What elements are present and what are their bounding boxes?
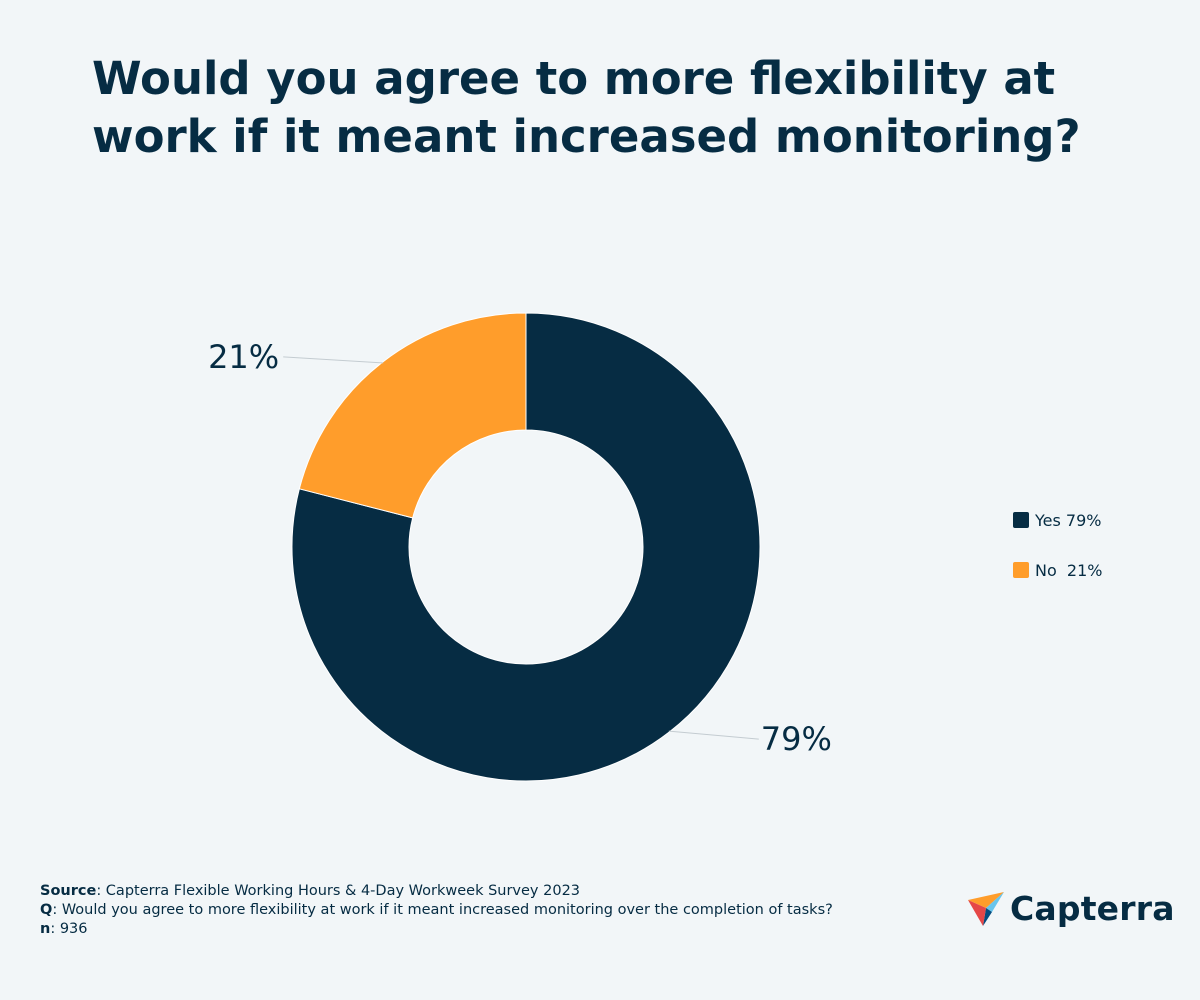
footer-source-text: : Capterra Flexible Working Hours & 4-Da… — [96, 883, 581, 899]
data-label-no: 21% — [208, 338, 279, 376]
legend-label-yes: Yes 79% — [1035, 510, 1102, 530]
chart-legend: Yes 79% No 21% — [1013, 508, 1103, 608]
footer-source-label: Source — [40, 883, 97, 899]
footer-sample: n: 936 — [40, 920, 833, 939]
donut-slice-yes — [291, 312, 761, 782]
capterra-arrow-icon — [968, 892, 1004, 926]
footer-source: Source: Capterra Flexible Working Hours … — [40, 882, 833, 901]
legend-swatch-yes — [1013, 512, 1029, 528]
legend-swatch-no — [1013, 562, 1029, 578]
leader-line-yes — [668, 730, 759, 740]
footer-q-label: Q — [40, 902, 53, 918]
footer-question: Q: Would you agree to more flexibility a… — [40, 901, 833, 920]
footer-n-label: n — [40, 921, 51, 937]
capterra-logo: Capterra — [966, 888, 1175, 928]
legend-item-no: No 21% — [1013, 558, 1103, 582]
chart-title: Would you agree to more flexibility at w… — [92, 52, 1081, 163]
leader-line-no — [283, 356, 384, 364]
donut-slice-no — [298, 312, 527, 519]
data-label-yes: 79% — [761, 720, 832, 758]
capterra-logo-text: Capterra — [1010, 888, 1175, 928]
footer-q-text: : Would you agree to more flexibility at… — [52, 902, 833, 918]
legend-label-no: No 21% — [1035, 560, 1103, 580]
chart-footer: Source: Capterra Flexible Working Hours … — [40, 882, 833, 939]
legend-item-yes: Yes 79% — [1013, 508, 1103, 532]
footer-n-text: : 936 — [50, 921, 88, 937]
